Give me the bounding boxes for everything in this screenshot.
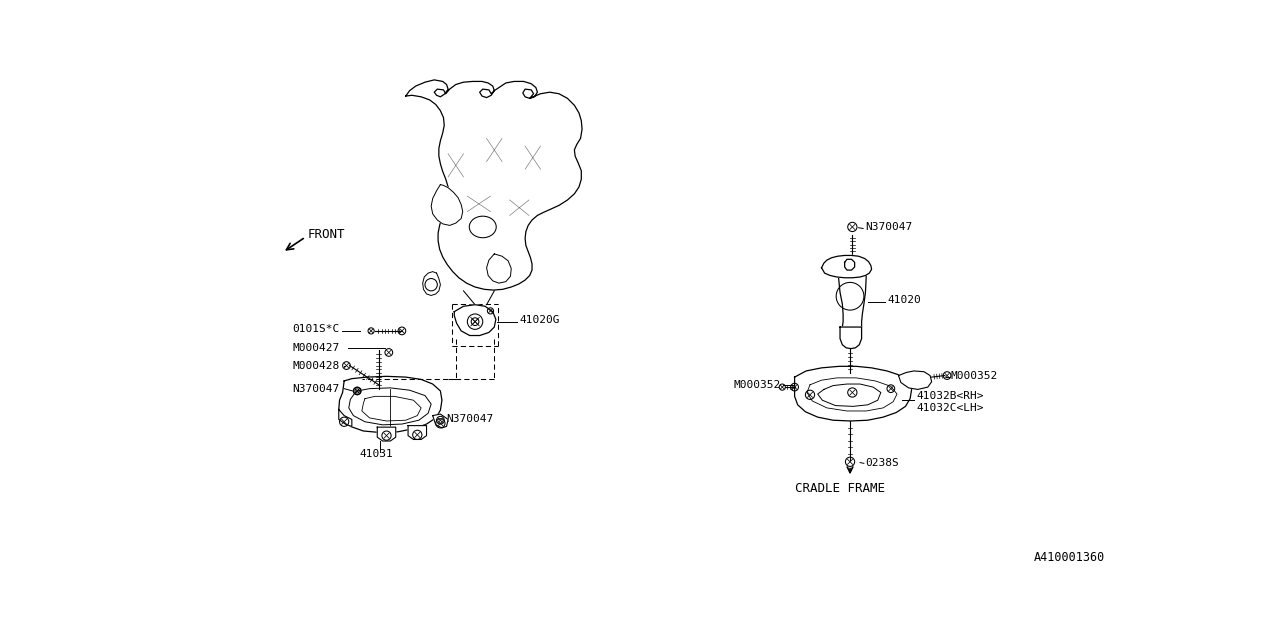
Polygon shape <box>486 254 511 283</box>
Text: M000352: M000352 <box>733 380 781 390</box>
Polygon shape <box>840 327 861 349</box>
Polygon shape <box>406 80 582 290</box>
Text: 0101S*C: 0101S*C <box>293 324 339 334</box>
Text: 41031: 41031 <box>360 449 393 459</box>
Polygon shape <box>845 259 855 270</box>
Polygon shape <box>454 305 495 335</box>
Text: N370047: N370047 <box>865 222 913 232</box>
Polygon shape <box>339 410 352 426</box>
Text: M000427: M000427 <box>293 343 339 353</box>
Polygon shape <box>824 260 867 333</box>
Polygon shape <box>378 427 396 441</box>
Text: 0238S: 0238S <box>865 458 899 468</box>
Text: N370047: N370047 <box>293 383 339 394</box>
Text: 41020G: 41020G <box>518 315 559 325</box>
Polygon shape <box>422 271 440 296</box>
Polygon shape <box>818 384 881 406</box>
Polygon shape <box>822 255 872 278</box>
Polygon shape <box>433 414 448 428</box>
Text: 41032B<RH>: 41032B<RH> <box>916 391 984 401</box>
Polygon shape <box>431 184 463 225</box>
Text: M000352: M000352 <box>950 371 997 381</box>
Text: N370047: N370047 <box>447 415 494 424</box>
Text: 41032C<LH>: 41032C<LH> <box>916 403 984 413</box>
Text: FRONT: FRONT <box>308 228 346 241</box>
Polygon shape <box>408 426 426 440</box>
Polygon shape <box>795 366 911 421</box>
Polygon shape <box>339 376 442 433</box>
Text: CRADLE FRAME: CRADLE FRAME <box>795 483 884 495</box>
Polygon shape <box>899 371 932 389</box>
Text: M000428: M000428 <box>293 362 339 371</box>
Text: 41020: 41020 <box>887 295 920 305</box>
Text: A410001360: A410001360 <box>1033 551 1105 564</box>
